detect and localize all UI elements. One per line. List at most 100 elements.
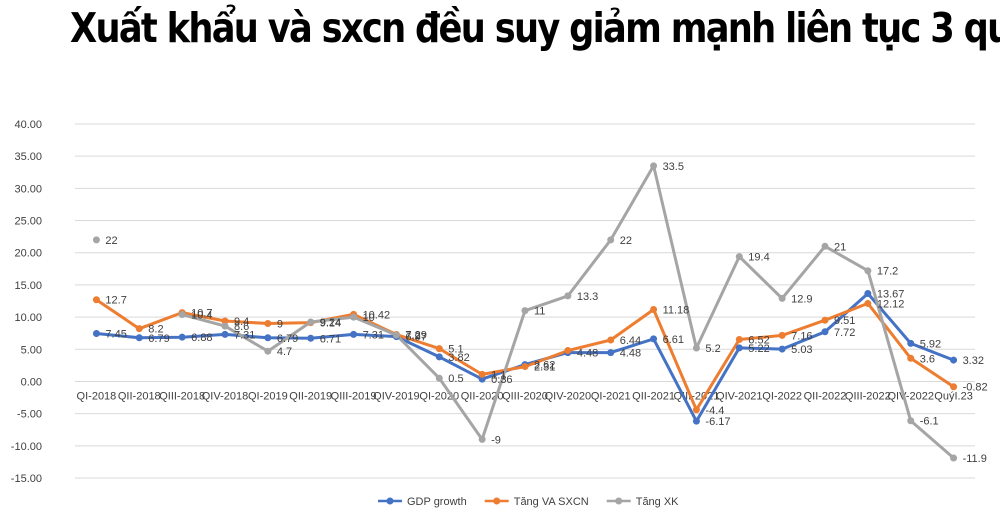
- data-point: [435, 345, 443, 353]
- data-point: [521, 307, 529, 315]
- x-tick-label: QIV-2020: [545, 390, 591, 402]
- gridlines: [75, 123, 975, 479]
- data-label: 8.2: [148, 324, 163, 336]
- y-tick-label: -10.00: [11, 441, 42, 453]
- x-tick-label: QII-2020: [461, 390, 504, 402]
- data-label: -6.17: [705, 416, 730, 428]
- data-point: [92, 296, 100, 304]
- data-point: [221, 322, 229, 330]
- data-label: 13.3: [577, 291, 598, 303]
- data-label: 9: [277, 319, 283, 331]
- data-point: [950, 454, 958, 462]
- data-label: 7.16: [791, 330, 812, 342]
- data-label: 7.72: [834, 327, 855, 339]
- series-line-2: [181, 164, 955, 460]
- data-point: [350, 313, 358, 321]
- data-label: 22: [105, 235, 117, 247]
- data-label: -4.4: [705, 405, 724, 417]
- data-label: 2.31: [534, 362, 555, 374]
- data-label: -0.82: [963, 382, 988, 394]
- x-tick-label: QIII-2018: [159, 390, 205, 402]
- data-point: [264, 347, 272, 355]
- data-label: -6.1: [920, 416, 939, 428]
- data-label: 9.24: [320, 317, 341, 329]
- x-tick-label: QI-2018: [77, 390, 117, 402]
- data-label: 7.45: [105, 329, 126, 341]
- data-point: [778, 331, 786, 339]
- data-point: [564, 347, 572, 355]
- x-tick-label: QIII-2019: [331, 390, 377, 402]
- x-tick-label: QIV-2021: [716, 390, 762, 402]
- data-point: [778, 294, 786, 302]
- data-label: 19.4: [748, 252, 769, 264]
- data-point: [735, 253, 743, 261]
- data-point: [564, 292, 572, 300]
- data-label: 6.97: [405, 332, 426, 344]
- data-point: [821, 328, 829, 336]
- legend-label: Tăng XK: [636, 496, 679, 508]
- legend: GDP growth Tăng VA SXCN Tăng XK: [378, 496, 679, 508]
- data-point: [907, 339, 915, 347]
- legend-label: GDP growth: [407, 496, 467, 508]
- data-label: 5.2: [705, 343, 720, 355]
- x-tick-label: QI-2022: [762, 390, 802, 402]
- data-label: 12.7: [105, 295, 126, 307]
- data-point: [864, 299, 872, 307]
- data-label: 33.5: [663, 161, 684, 173]
- data-label: -11.9: [963, 453, 987, 465]
- data-label: 12.12: [877, 298, 905, 310]
- x-tick-label: QII-2022: [804, 390, 847, 402]
- y-tick-label: 0.00: [21, 376, 42, 388]
- data-label: 6.88: [191, 332, 212, 344]
- data-point: [650, 305, 658, 313]
- data-label: 7.2: [405, 330, 420, 342]
- data-point: [178, 333, 186, 341]
- data-label: 7.29: [405, 330, 426, 342]
- data-point: [478, 370, 486, 378]
- data-label: 6.61: [663, 334, 684, 346]
- data-label: 3.82: [448, 352, 469, 364]
- data-point: [178, 311, 186, 319]
- data-point: [221, 330, 229, 338]
- data-label: 4.48: [620, 348, 641, 360]
- data-label: 9.51: [834, 315, 855, 327]
- data-point: [264, 320, 272, 328]
- y-tick-label: 35.00: [14, 151, 42, 163]
- data-label: 2.62: [534, 360, 555, 372]
- data-label: 5.22: [748, 343, 769, 355]
- x-tick-label: QII-2019: [289, 390, 332, 402]
- data-label: 10.4: [191, 310, 212, 322]
- legend-label: Tăng VA SXCN: [514, 496, 589, 508]
- legend-marker: [386, 497, 394, 505]
- y-tick-label: 40.00: [14, 119, 42, 131]
- data-label: 21: [834, 241, 846, 253]
- legend-marker: [615, 497, 623, 505]
- data-point: [92, 330, 100, 338]
- data-label: 3.32: [963, 355, 984, 367]
- data-point: [735, 335, 743, 343]
- x-tick-label: QIV-2018: [202, 390, 248, 402]
- data-point: [821, 316, 829, 324]
- data-label: 5.92: [920, 338, 941, 350]
- data-label: 22: [620, 235, 632, 247]
- data-point: [692, 344, 700, 352]
- y-tick-label: 5.00: [21, 344, 42, 356]
- x-tick-label: QII-2021: [632, 390, 675, 402]
- x-tick-label: QI-2019: [248, 390, 288, 402]
- data-label: 10: [363, 312, 375, 324]
- data-point: [221, 317, 229, 325]
- data-label: 4.48: [577, 348, 598, 360]
- data-label: 6.52: [748, 334, 769, 346]
- y-axis-ticks: -15.00 -10.00 -5.00 0.00 5.00 10.00 15.00 20.00…: [11, 119, 42, 485]
- y-tick-label: 25.00: [14, 216, 42, 228]
- data-point: [735, 344, 743, 352]
- data-label: 6.44: [620, 335, 641, 347]
- y-tick-label: -5.00: [17, 409, 42, 421]
- chart-title: Xuất khẩu và sxcn đều suy giảm mạnh liên…: [70, 4, 1000, 52]
- data-label: 0.36: [491, 374, 512, 386]
- data-point: [650, 162, 658, 170]
- data-label: 6.71: [320, 333, 341, 345]
- data-point: [864, 289, 872, 297]
